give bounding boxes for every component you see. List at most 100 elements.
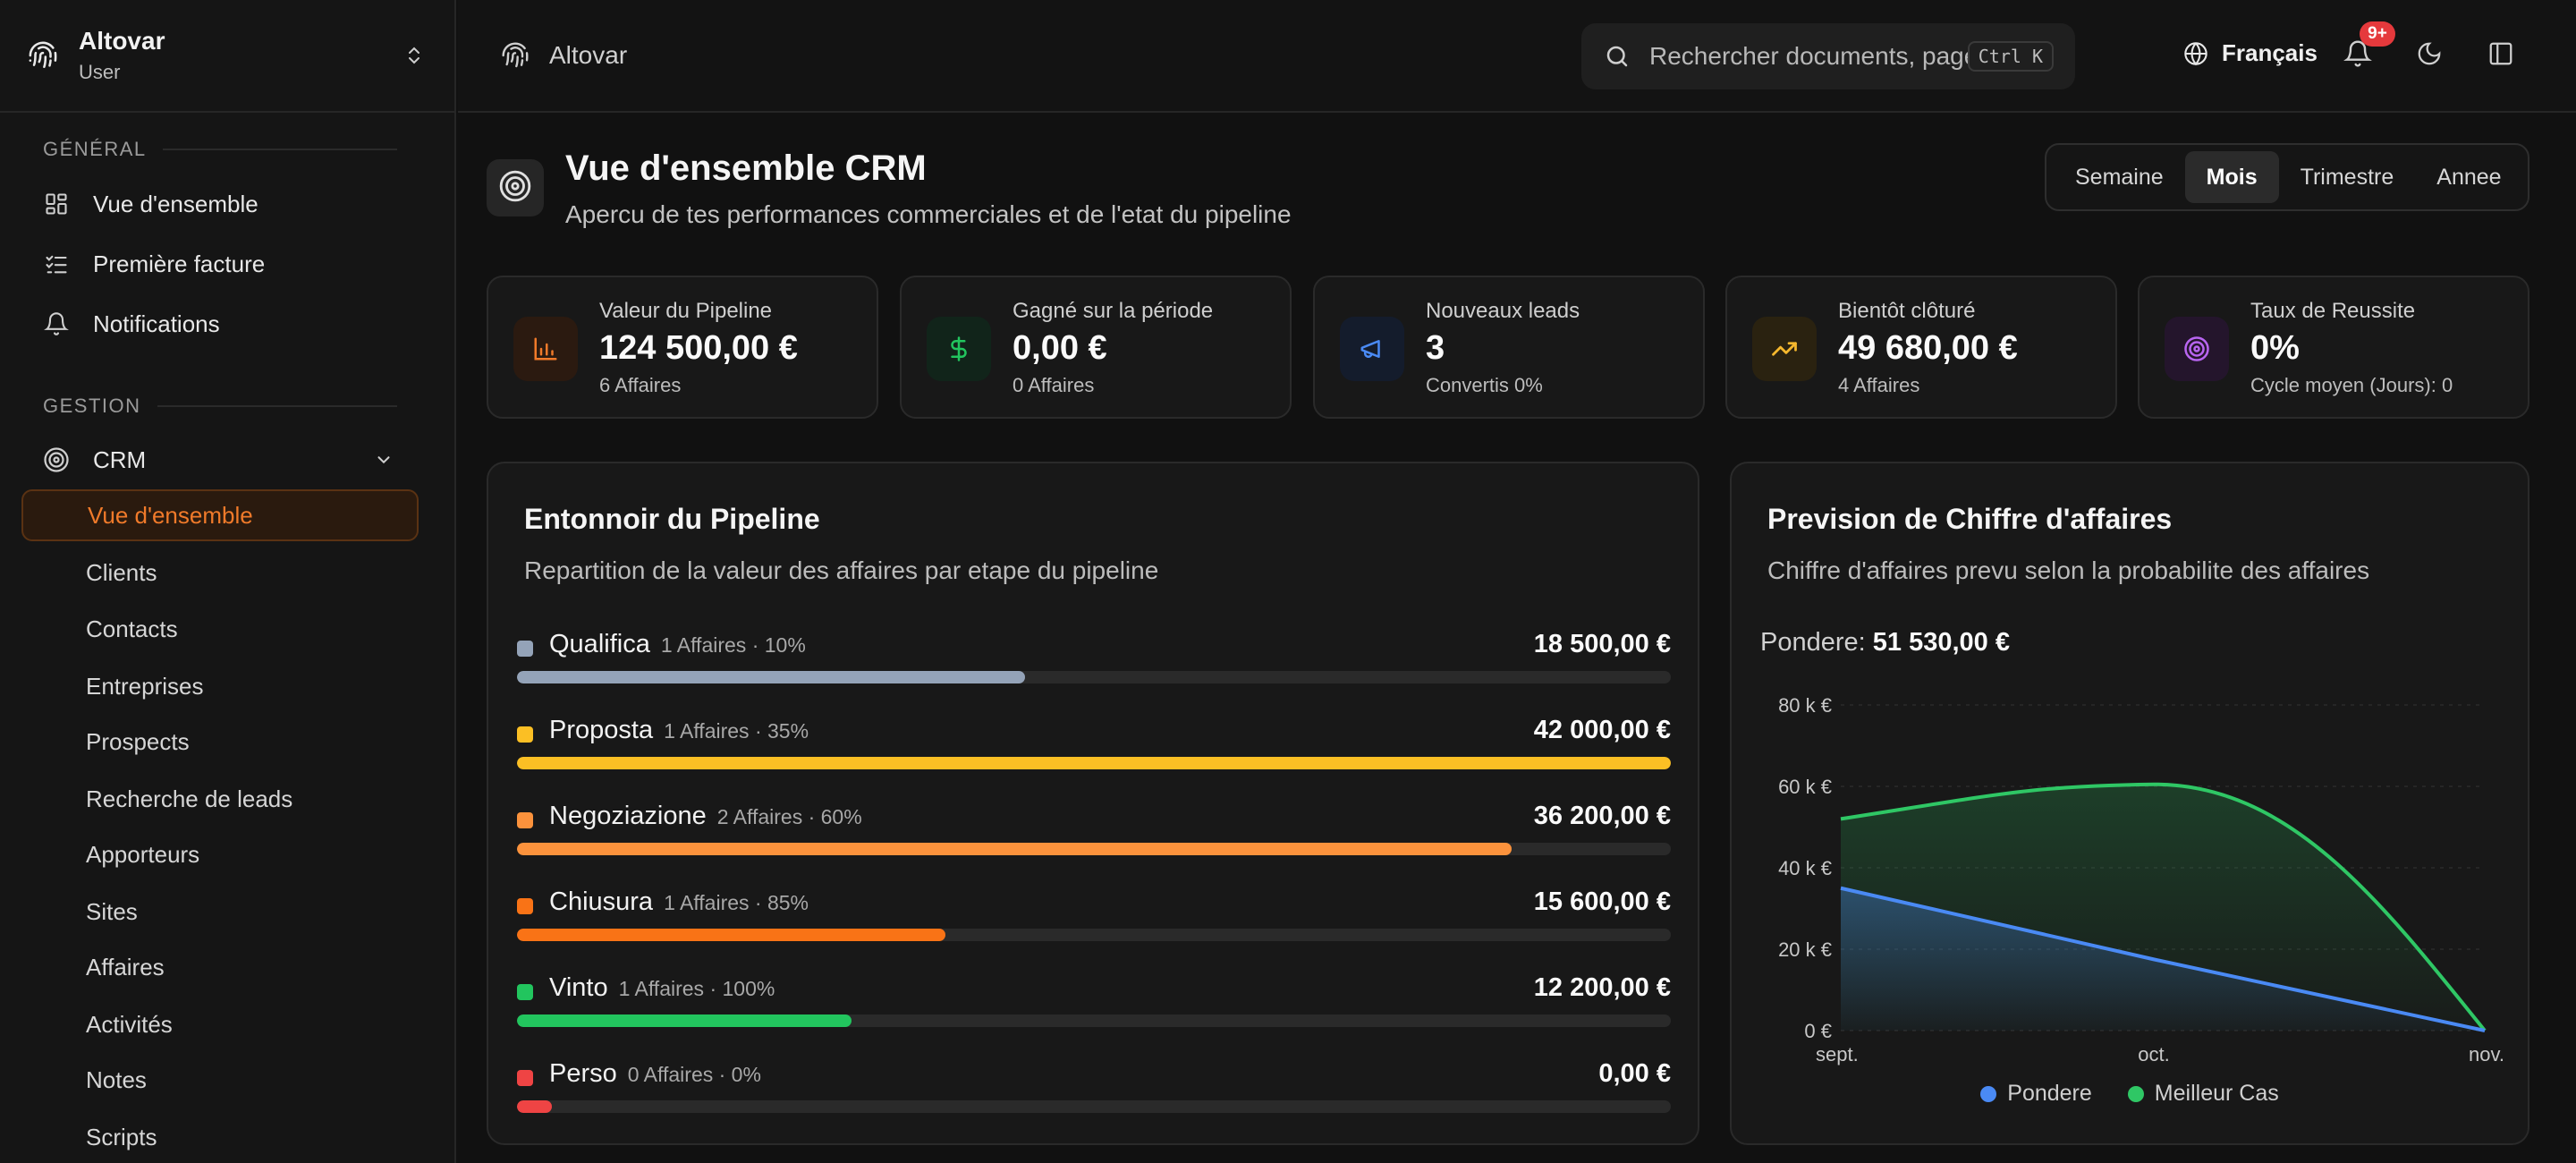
sidebar-item-overview[interactable]: Vue d'ensemble [21, 178, 419, 230]
sidebar-item-crm[interactable]: CRM [21, 434, 419, 486]
sidebar-item-contacts[interactable]: Contacts [86, 615, 178, 642]
language-switcher[interactable]: Français [2182, 39, 2318, 67]
y-tick-label: 80 k € [1778, 694, 1832, 717]
funnel-stage[interactable]: Proposta 1 Affaires · 35% 42 000,00 € [517, 716, 1671, 787]
series-line-best-case [1840, 782, 2487, 1032]
weighted-label: Pondere: [1760, 628, 1866, 657]
legend-label: Pondere [2007, 1081, 2092, 1106]
search-input[interactable]: Rechercher documents, pages... Ctrl K [1581, 23, 2075, 89]
x-tick-label: sept. [1816, 1043, 1859, 1065]
sidebar-item-first-invoice[interactable]: Première facture [21, 238, 419, 290]
sidebar-item-notes[interactable]: Notes [86, 1065, 147, 1093]
funnel-stage[interactable]: Chiusura 1 Affaires · 85% 15 600,00 € [517, 887, 1671, 959]
period-week[interactable]: Semaine [2075, 164, 2164, 190]
sidebar-item-apporteurs[interactable]: Apporteurs [86, 840, 200, 868]
stage-meta: 0 Affaires · 0% [627, 1063, 761, 1086]
fingerprint-icon [27, 39, 59, 72]
period-month[interactable]: Mois [2184, 151, 2279, 203]
sidebar-item-scripts[interactable]: Scripts [86, 1123, 157, 1150]
sidebar-item-entreprises[interactable]: Entreprises [86, 672, 204, 700]
period-quarter[interactable]: Trimestre [2300, 164, 2394, 190]
stage-name: Negoziazione 2 Affaires · 60% [549, 802, 862, 830]
legend-item-pondere[interactable]: Pondere [1980, 1081, 2092, 1107]
stage-bar-fill [517, 843, 1512, 855]
funnel-stage[interactable]: Negoziazione 2 Affaires · 60% 36 200,00 € [517, 802, 1671, 873]
kpi-label: Bientôt clôturé [1838, 299, 1976, 323]
x-tick-label: oct. [2138, 1043, 2169, 1065]
sidebar-item-label: Vue d'ensemble [93, 190, 258, 217]
kpi-sub: 4 Affaires [1838, 374, 1920, 396]
workspace-switcher[interactable]: Altovar User [0, 0, 454, 113]
sidebar-item-affaires[interactable]: Affaires [86, 953, 165, 980]
sidebar-item-label: CRM [93, 446, 147, 473]
megaphone-icon [1340, 317, 1404, 381]
stage-name: Chiusura 1 Affaires · 85% [549, 887, 809, 916]
dashboard-icon [43, 191, 70, 217]
page-title: Vue d'ensemble CRM [565, 149, 927, 188]
stage-bar-fill [517, 757, 1671, 769]
sidebar-item-clients[interactable]: Clients [86, 558, 157, 586]
weighted-total: Pondere: 51 530,00 € [1760, 628, 2010, 658]
period-selector: Semaine Mois Trimestre Annee [2045, 143, 2529, 211]
breadcrumb-label: Altovar [549, 41, 628, 69]
stage-amount: 36 200,00 € [1533, 802, 1671, 830]
language-label: Français [2222, 39, 2318, 66]
stage-color-swatch [517, 726, 533, 743]
kpi-sub: Cycle moyen (Jours): 0 [2250, 374, 2453, 396]
stage-bar-track [517, 843, 1671, 855]
notifications-button[interactable] [2342, 39, 2374, 72]
stage-bar-fill [517, 1100, 552, 1113]
funnel-stage[interactable]: Qualifica 1 Affaires · 10% 18 500,00 € [517, 630, 1671, 701]
workspace-name: Altovar [79, 27, 165, 55]
kpi-value: 124 500,00 € [599, 329, 798, 367]
y-tick-label: 0 € [1804, 1020, 1832, 1042]
kpi-card-won: Gagné sur la période 0,00 € 0 Affaires [900, 276, 1292, 419]
period-year[interactable]: Annee [2436, 164, 2502, 190]
sidebar-item-crm-overview[interactable]: Vue d'ensemble [21, 489, 419, 541]
fingerprint-icon [499, 39, 531, 72]
target-icon [2165, 317, 2229, 381]
sidebar-item-sites[interactable]: Sites [86, 897, 138, 925]
funnel-stage[interactable]: Vinto 1 Affaires · 100% 12 200,00 € [517, 973, 1671, 1045]
stage-color-swatch [517, 812, 533, 828]
stage-bar-fill [517, 929, 945, 941]
section-general-label: GÉNÉRAL [43, 138, 397, 161]
funnel-stage[interactable]: Perso 0 Affaires · 0% 0,00 € [517, 1059, 1671, 1131]
kpi-sub: Convertis 0% [1426, 374, 1543, 396]
x-tick-label: nov. [2469, 1043, 2504, 1065]
theme-toggle-button[interactable] [2413, 39, 2445, 72]
stage-bar-track [517, 757, 1671, 769]
revenue-forecast-panel: Prevision de Chiffre d'affaires Chiffre … [1730, 462, 2529, 1145]
target-icon [43, 446, 70, 473]
sidebar-item-label: Première facture [93, 250, 266, 277]
page-icon [487, 159, 544, 216]
stage-color-swatch [517, 641, 533, 657]
sidebar-item-lead-search[interactable]: Recherche de leads [86, 785, 293, 812]
stage-meta: 2 Affaires · 60% [716, 805, 862, 828]
stage-amount: 15 600,00 € [1533, 887, 1671, 916]
page-subtitle: Apercu de tes performances commerciales … [565, 200, 1292, 228]
legend-item-best-case[interactable]: Meilleur Cas [2127, 1081, 2279, 1107]
sidebar-item-notifications[interactable]: Notifications [21, 298, 419, 350]
stage-amount: 12 200,00 € [1533, 973, 1671, 1002]
user-role: User [79, 61, 121, 83]
bell-icon [43, 310, 70, 337]
kpi-sub: 0 Affaires [1013, 374, 1095, 396]
stage-meta: 1 Affaires · 35% [664, 719, 809, 743]
stage-amount: 0,00 € [1598, 1059, 1671, 1088]
chart-legend: Pondere Meilleur Cas [1732, 1081, 2528, 1107]
kpi-card-closing-soon: Bientôt clôturé 49 680,00 € 4 Affaires [1725, 276, 2117, 419]
series-area-pondere [1841, 887, 2485, 1031]
bell-icon [2343, 39, 2372, 72]
stage-meta: 1 Affaires · 100% [618, 977, 775, 1000]
kpi-label: Valeur du Pipeline [599, 299, 773, 323]
stage-color-swatch [517, 898, 533, 914]
breadcrumb[interactable]: Altovar [499, 39, 627, 72]
sidebar-item-prospects[interactable]: Prospects [86, 727, 190, 755]
panel-subtitle: Chiffre d'affaires prevu selon la probab… [1767, 556, 2370, 584]
search-shortcut: Ctrl K [1967, 41, 2054, 72]
stage-name: Qualifica 1 Affaires · 10% [549, 630, 806, 658]
sidebar-item-activites[interactable]: Activités [86, 1010, 173, 1038]
sidebar-toggle-button[interactable] [2485, 39, 2517, 72]
panel-title: Prevision de Chiffre d'affaires [1767, 503, 2173, 535]
